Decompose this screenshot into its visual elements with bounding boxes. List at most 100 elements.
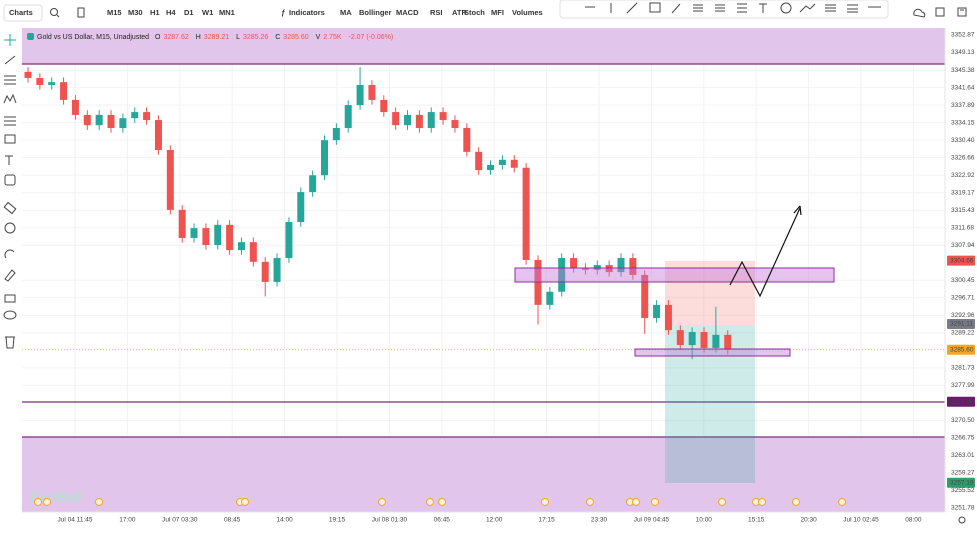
- candle-body: [617, 258, 625, 273]
- price-tick-label: 3341.64: [951, 84, 975, 91]
- event-marker[interactable]: [34, 498, 42, 506]
- price-badge: [947, 477, 975, 488]
- change: -2.07 (-0.06%): [348, 34, 393, 41]
- lock-tool[interactable]: [4, 294, 16, 303]
- eye-tool[interactable]: [3, 310, 17, 320]
- event-marker[interactable]: [758, 498, 766, 506]
- timeframe[interactable]: H4: [166, 8, 176, 17]
- channel-tool[interactable]: [4, 75, 16, 85]
- ruler-tool[interactable]: [3, 201, 17, 215]
- trash-tool[interactable]: [5, 336, 15, 349]
- candle-body: [190, 228, 198, 238]
- fib-tool[interactable]: [4, 116, 16, 126]
- event-marker[interactable]: [586, 498, 594, 506]
- price-tick-label: 3289.22: [951, 330, 975, 337]
- fx-icon: ƒ: [281, 8, 285, 17]
- tool[interactable]: [626, 2, 638, 14]
- price-badge: [947, 344, 975, 355]
- timeframe[interactable]: D1: [184, 8, 194, 17]
- share-icon[interactable]: [935, 7, 945, 17]
- tool[interactable]: [799, 3, 816, 13]
- candle-body: [498, 159, 506, 165]
- timeframe[interactable]: M30: [128, 8, 143, 17]
- event-marker[interactable]: [378, 498, 386, 506]
- event-marker[interactable]: [541, 498, 549, 506]
- price-tick-label: 3326.66: [951, 154, 975, 161]
- text-tool[interactable]: [5, 155, 13, 165]
- price-tick-label: 3270.50: [951, 417, 975, 424]
- left-toolbar: [3, 34, 17, 349]
- event-marker[interactable]: [95, 498, 103, 506]
- pattern-tool[interactable]: [3, 93, 17, 104]
- ohlc-value: 3289.21: [204, 34, 229, 41]
- projection-arrow[interactable]: [729, 207, 801, 298]
- tool[interactable]: [759, 3, 767, 13]
- tool[interactable]: [715, 4, 725, 12]
- resistance-zone[interactable]: [22, 28, 945, 64]
- zoom-tool[interactable]: [4, 222, 16, 234]
- event-marker[interactable]: [241, 498, 249, 506]
- price-tick-label: 3352.87: [951, 32, 975, 39]
- indicator[interactable]: ATR: [452, 8, 467, 17]
- price-tick-label: 3251.78: [951, 505, 975, 512]
- indicator[interactable]: MACD: [396, 8, 419, 17]
- time-tick-label: 08:00: [905, 517, 922, 524]
- event-marker[interactable]: [718, 498, 726, 506]
- event-marker[interactable]: [838, 498, 846, 506]
- take-profit-area[interactable]: [665, 325, 755, 483]
- shape-tool[interactable]: [4, 134, 16, 144]
- timeframe[interactable]: M15: [107, 8, 122, 17]
- crosshair-tool[interactable]: [4, 34, 16, 46]
- tool[interactable]: [693, 4, 703, 12]
- brush-tool[interactable]: [4, 269, 16, 282]
- tool[interactable]: [671, 3, 681, 14]
- stop-loss-area[interactable]: [665, 261, 755, 325]
- fullscreen-icon[interactable]: [957, 7, 967, 17]
- legend: Gold vs US Dollar, M15, Unadjusted O 3287…: [37, 34, 393, 41]
- magnet-tool[interactable]: [4, 249, 15, 259]
- event-marker[interactable]: [651, 498, 659, 506]
- menu-label[interactable]: Charts: [9, 8, 33, 17]
- top-toolbar: Charts M15 M30 H1 H4 D1 W1 MN1 ƒ Indicators MA…: [3, 4, 543, 22]
- search-icon[interactable]: [50, 8, 58, 16]
- candle-body: [368, 84, 376, 100]
- settings-icon[interactable]: [958, 516, 966, 524]
- line-tool[interactable]: [4, 55, 16, 65]
- cursor-tool[interactable]: [4, 174, 16, 186]
- tool[interactable]: [825, 4, 836, 12]
- tool[interactable]: [780, 2, 792, 14]
- event-marker[interactable]: [632, 498, 640, 506]
- timeframe[interactable]: H1: [150, 8, 160, 17]
- candle-body: [48, 82, 56, 85]
- chart-type-icon[interactable]: [77, 7, 85, 18]
- event-marker[interactable]: [43, 498, 51, 506]
- tool[interactable]: [737, 3, 747, 13]
- timeframe[interactable]: MN1: [219, 8, 235, 17]
- price-tick-label: 3281.73: [951, 365, 975, 372]
- box-zone[interactable]: [514, 267, 835, 283]
- tool[interactable]: [847, 4, 858, 13]
- menu-button[interactable]: [3, 4, 43, 22]
- tool[interactable]: [649, 2, 661, 13]
- cloud-icon[interactable]: [913, 8, 926, 18]
- indicators-button[interactable]: Indicators: [289, 8, 325, 17]
- event-marker[interactable]: [426, 498, 434, 506]
- candle-body: [427, 112, 435, 128]
- event-marker[interactable]: [792, 498, 800, 506]
- support-zone[interactable]: [22, 437, 945, 512]
- indicator[interactable]: MA: [340, 8, 352, 17]
- timeframe[interactable]: W1: [202, 8, 213, 17]
- indicator[interactable]: MFI: [491, 8, 504, 17]
- indicator[interactable]: Volumes: [512, 8, 543, 17]
- indicator[interactable]: RSI: [430, 8, 443, 17]
- indicator[interactable]: Stoch: [464, 8, 485, 17]
- event-marker[interactable]: [438, 498, 446, 506]
- ohlc-value: 3287.62: [163, 34, 188, 41]
- price-axis: 3352.87 3349.13 3345.38 3341.64 3337.89 3334.…: [58, 32, 975, 524]
- price-tick-label: 3349.13: [951, 49, 975, 56]
- box-zone[interactable]: [634, 348, 791, 357]
- time-tick-label: 17:00: [119, 517, 136, 524]
- indicator[interactable]: Bollinger: [359, 8, 392, 17]
- time-tick-label: 19:15: [329, 517, 346, 524]
- candle-body: [95, 114, 103, 126]
